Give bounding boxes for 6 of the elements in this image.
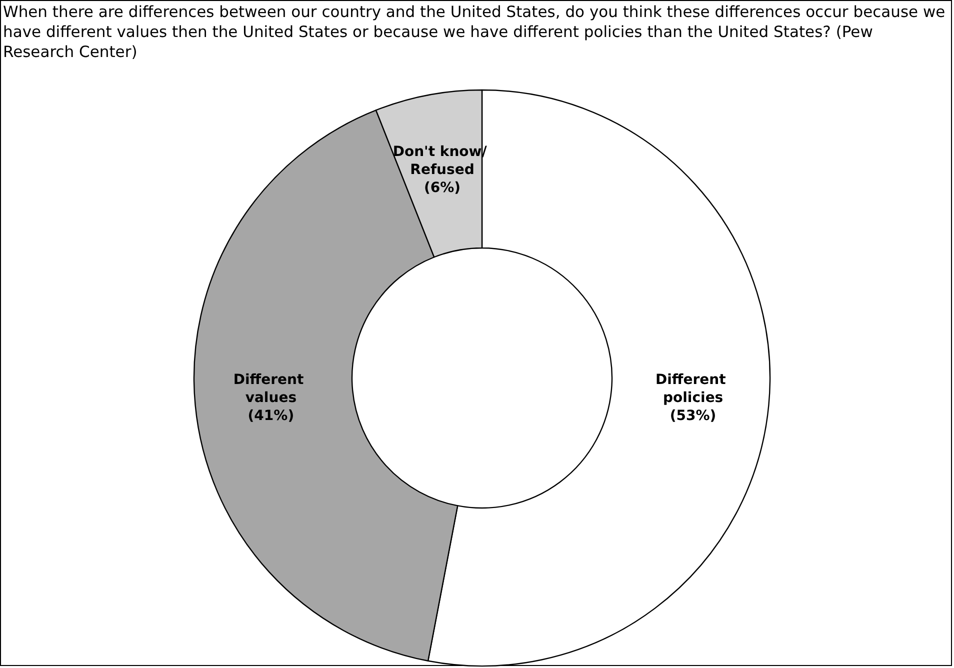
data-label: (41%) xyxy=(248,408,294,424)
slice-label: Different values xyxy=(233,372,309,406)
data-label: (53%) xyxy=(670,408,716,424)
data-label: (6%) xyxy=(424,180,461,196)
slice-label: Different policies xyxy=(655,372,731,406)
chart-title: When there are differences between our country and the United States, do you think these differences occur because we have different values then the United States or because we have different policies than the United States? (Pew Research Center) xyxy=(3,2,946,62)
